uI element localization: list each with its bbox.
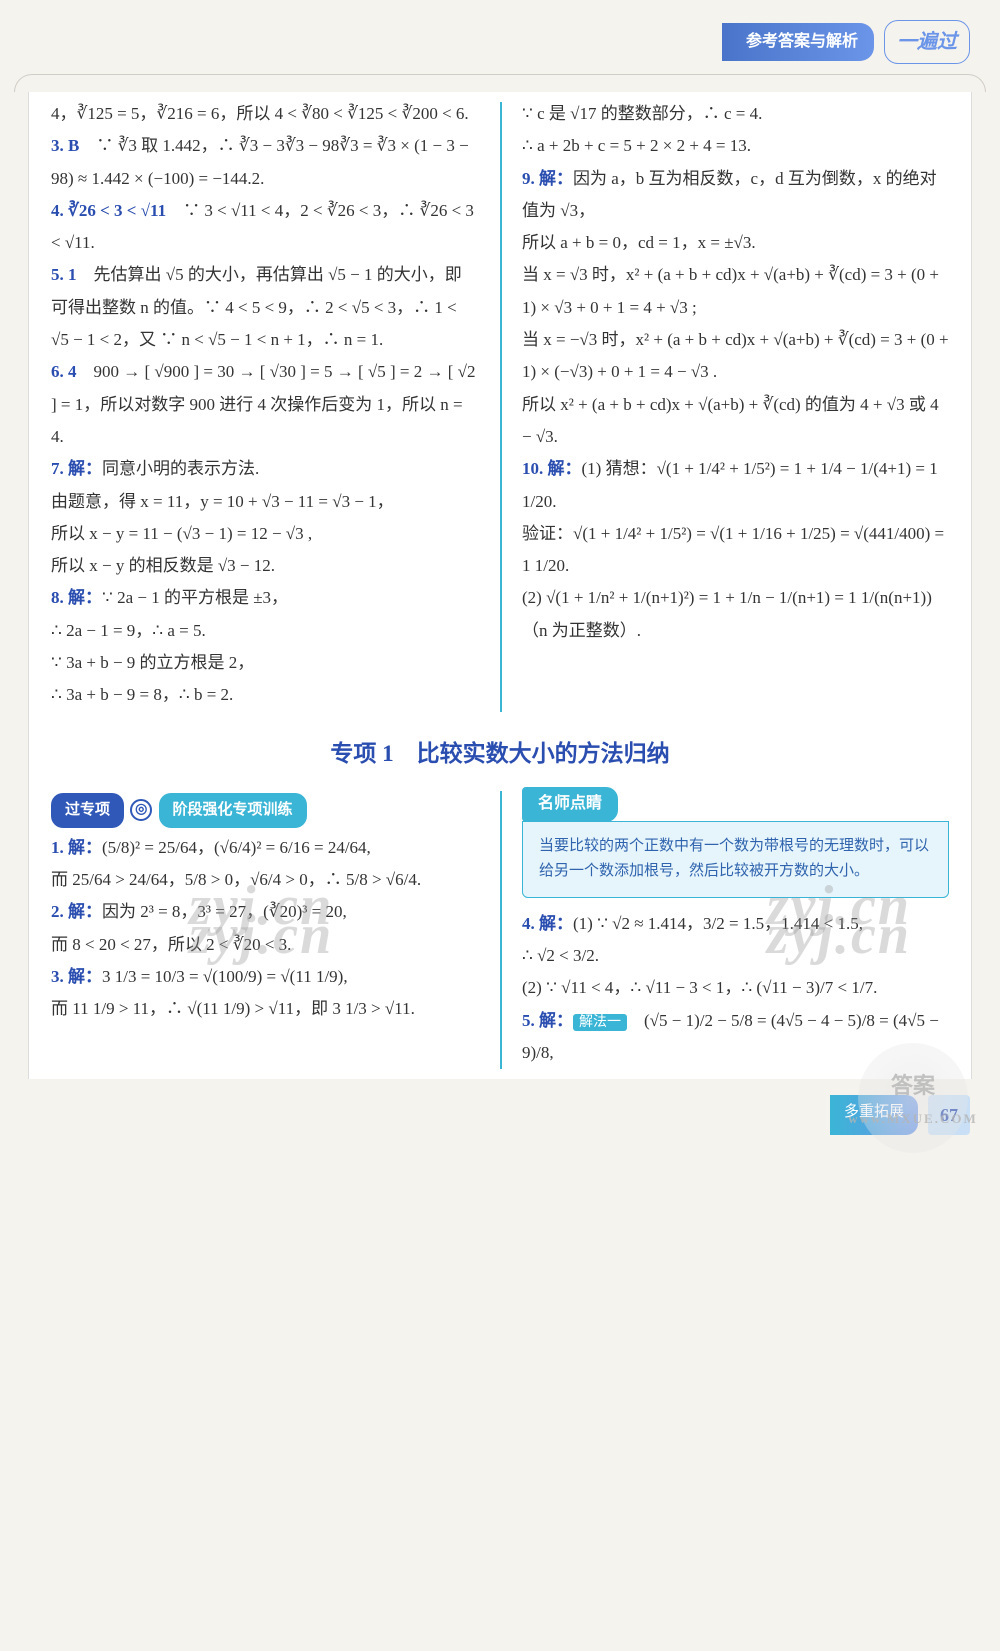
solution-line: 由题意，得 x = 11，y = 10 + √3 − 11 = √3 − 1， [51, 486, 478, 518]
solution-line: 3. 解：3 1/3 = 10/3 = √(100/9) = √(11 1/9)… [51, 961, 478, 993]
pill-stage: 阶段强化专项训练 [159, 793, 307, 828]
solution-line: ∵ c 是 √17 的整数部分，∴ c = 4. [522, 98, 949, 130]
page-number: 67 [928, 1095, 970, 1135]
solution-line: 4. 解：(1) ∵ √2 ≈ 1.414，3/2 = 1.5，1.414 < … [522, 908, 949, 940]
solution-line: 而 11 1/9 > 11，∴ √(11 1/9) > √11，即 3 1/3 … [51, 993, 478, 1025]
solution-line: 9. 解：因为 a，b 互为相反数，c，d 互为倒数，x 的绝对值为 √3， [522, 163, 949, 228]
solution-line: 1. 解：(5/8)² = 25/64，(√6/4)² = 6/16 = 24/… [51, 832, 478, 864]
solution-line: 当 x = −√3 时，x² + (a + b + cd)x + √(a+b) … [522, 324, 949, 389]
tip-body: 当要比较的两个正数中有一个数为带根号的无理数时，可以给另一个数添加根号，然后比较… [522, 821, 949, 898]
solution-line: 所以 a + b = 0，cd = 1，x = ±√3. [522, 227, 949, 259]
upper-columns: 4，∛125 = 5，∛216 = 6，所以 4 < ∛80 < ∛125 < … [29, 92, 971, 722]
solution-line: 所以 x − y 的相反数是 √3 − 12. [51, 550, 478, 582]
solution-line: 4，∛125 = 5，∛216 = 6，所以 4 < ∛80 < ∛125 < … [51, 98, 478, 130]
page-top-edge [14, 74, 986, 92]
target-icon: ◎ [130, 799, 152, 821]
method-tag: 解法一 [573, 1014, 627, 1031]
lower-columns: 过专项 ◎ 阶段强化专项训练 1. 解：(5/8)² = 25/64，(√6/4… [29, 781, 971, 1079]
solution-line: 6. 4 900 → [ √900 ] = 30 → [ √30 ] = 5 →… [51, 356, 478, 453]
solution-line: 当 x = √3 时，x² + (a + b + cd)x + √(a+b) +… [522, 259, 949, 324]
solution-line: 5. 解：解法一 (√5 − 1)/2 − 5/8 = (4√5 − 4 − 5… [522, 1005, 949, 1070]
solution-line: ∴ √2 < 3/2. [522, 940, 949, 972]
solution-line: ∴ 3a + b − 9 = 8，∴ b = 2. [51, 679, 478, 711]
solution-line: ∴ a + 2b + c = 5 + 2 × 2 + 4 = 13. [522, 130, 949, 162]
solution-line: 所以 x − y = 11 − (√3 − 1) = 12 − √3 , [51, 518, 478, 550]
solution-line: (2) ∵ √11 < 4，∴ √11 − 3 < 1，∴ (√11 − 3)/… [522, 972, 949, 1004]
section-title: 专项 1 比较实数大小的方法归纳 [29, 722, 971, 782]
solution-line: 8. 解：∵ 2a − 1 的平方根是 ±3， [51, 582, 478, 614]
header-title: 参考答案与解析 [722, 23, 874, 61]
tip-head: 名师点睛 [522, 787, 618, 821]
tip-block: 名师点睛 当要比较的两个正数中有一个数为带根号的无理数时，可以给另一个数添加根号… [522, 787, 949, 897]
pill-topic: 过专项 [51, 793, 124, 828]
solution-line: ∴ 2a − 1 = 9，∴ a = 5. [51, 615, 478, 647]
solution-line: 而 25/64 > 24/64，5/8 > 0，√6/4 > 0，∴ 5/8 >… [51, 864, 478, 896]
solution-line: 2. 解：因为 2³ = 8，3³ = 27，(∛20)³ = 20, [51, 896, 478, 928]
pill-row: 过专项 ◎ 阶段强化专项训练 [51, 787, 478, 832]
footer-label: 多重拓展 [830, 1095, 918, 1135]
solution-line: 10. 解：(1) 猜想：√(1 + 1/4² + 1/5²) = 1 + 1/… [522, 453, 949, 518]
page-content: 4，∛125 = 5，∛216 = 6，所以 4 < ∛80 < ∛125 < … [28, 92, 972, 1079]
solution-line: 所以 x² + (a + b + cd)x + √(a+b) + ∛(cd) 的… [522, 389, 949, 454]
solution-line: 3. B ∵ ∛3 取 1.442，∴ ∛3 − 3∛3 − 98∛3 = ∛3… [51, 130, 478, 195]
solution-line: 验证：√(1 + 1/4² + 1/5²) = √(1 + 1/16 + 1/2… [522, 518, 949, 583]
solution-line: (2) √(1 + 1/n² + 1/(n+1)²) = 1 + 1/n − 1… [522, 582, 949, 647]
header-logo: 一遍过 [884, 20, 970, 64]
solution-line: 7. 解：同意小明的表示方法. [51, 453, 478, 485]
solution-line: 5. 1 先估算出 √5 的大小，再估算出 √5 − 1 的大小，即可得出整数 … [51, 259, 478, 356]
solution-line: 4. ∛26 < 3 < √11 ∵ 3 < √11 < 4，2 < ∛26 <… [51, 195, 478, 260]
solution-line: 而 8 < 20 < 27，所以 2 < ∛20 < 3. [51, 929, 478, 961]
solution-line: ∵ 3a + b − 9 的立方根是 2， [51, 647, 478, 679]
page-footer: 多重拓展 67 [0, 1079, 1000, 1165]
